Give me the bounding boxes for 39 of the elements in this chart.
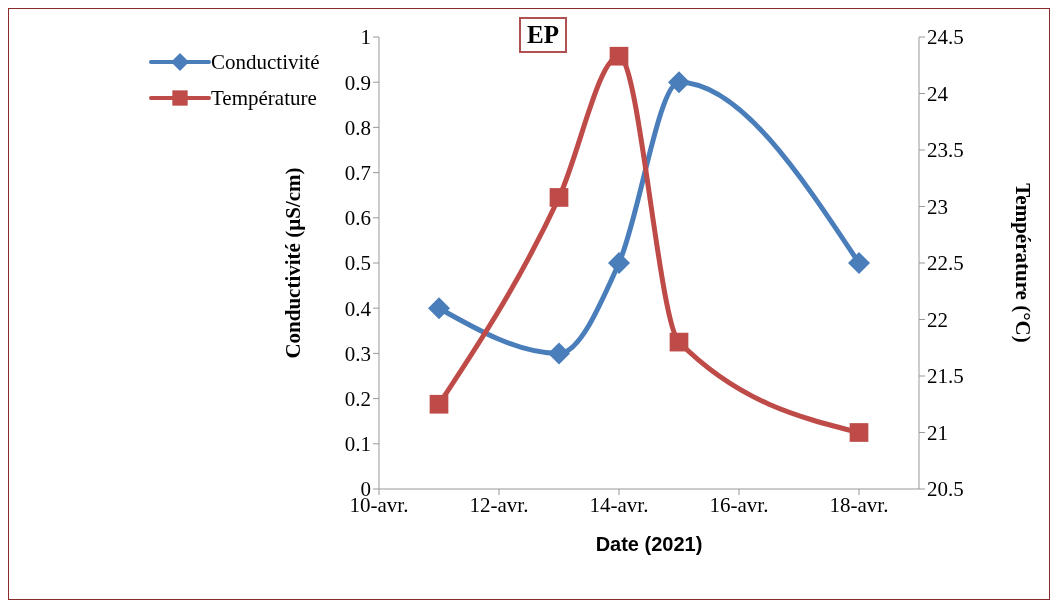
point xyxy=(608,252,630,274)
point xyxy=(609,46,629,66)
y2-tick-label: 23.5 xyxy=(927,138,964,163)
point xyxy=(849,423,869,442)
y-tick-label: 0.9 xyxy=(344,70,371,95)
y-tick-label: 0.3 xyxy=(344,341,371,366)
point xyxy=(668,71,690,94)
legend-label: Température xyxy=(211,85,317,111)
x-tick-label: 16-avr. xyxy=(709,492,769,517)
y-tick-label: 0.8 xyxy=(344,115,371,140)
x-axis-title: Date (2021) xyxy=(595,533,703,555)
y-axis-title: Conductivité (µS/cm) xyxy=(281,167,306,359)
y2-tick-label: 22.5 xyxy=(927,251,964,276)
x-tick-label: 18-avr. xyxy=(829,492,889,517)
y-tick-label: 0.1 xyxy=(344,432,371,457)
point xyxy=(429,394,449,414)
legend-label: Conductivité xyxy=(211,49,320,75)
y-tick-label: 0.7 xyxy=(344,161,371,186)
x-tick-label: 12-avr. xyxy=(469,492,529,517)
y2-tick-label: 21 xyxy=(927,420,948,445)
y2-tick-label: 22 xyxy=(927,307,948,332)
point xyxy=(549,188,569,207)
y-tick-label: 0.4 xyxy=(344,296,372,321)
x-tick-label: 14-avr. xyxy=(589,492,649,517)
y-tick-label: 0.6 xyxy=(344,206,371,231)
y-tick-label: 0.2 xyxy=(344,387,371,412)
y2-tick-label: 23 xyxy=(927,194,948,219)
y2-tick-label: 24 xyxy=(927,81,949,106)
y2-tick-label: 24.5 xyxy=(927,25,964,50)
point xyxy=(848,252,870,274)
chart-title: EP xyxy=(519,17,567,53)
y-tick-label: 0.5 xyxy=(344,251,371,276)
y2-tick-label: 20.5 xyxy=(927,477,964,502)
y2-tick-label: 21.5 xyxy=(927,364,964,389)
point xyxy=(548,342,570,365)
y-tick-label: 1 xyxy=(360,25,371,50)
y2-axis-title: Température (°C) xyxy=(1010,183,1035,343)
point xyxy=(669,332,689,352)
point xyxy=(428,297,450,320)
